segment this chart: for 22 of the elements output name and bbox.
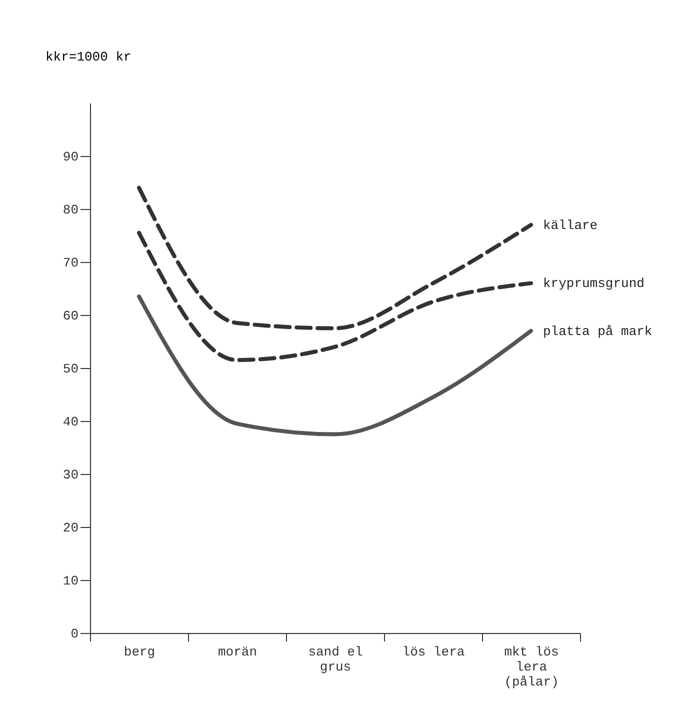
y-tick-label: 10 [62,574,78,588]
x-tick-label: mkt lös lera (pålar) [504,644,559,690]
y-tick-label: 40 [62,414,78,430]
y-tick-label: 60 [62,308,78,324]
series-label: kryprumsgrund [543,276,644,292]
y-tick-label: 80 [62,202,78,218]
series-label: platta på mark [543,324,652,339]
line-series [137,294,533,436]
y-tick-label: 50 [62,362,78,376]
y-tick-label: 30 [62,468,78,482]
y-tick-label: 70 [62,256,78,270]
x-tick-label: berg [124,644,156,660]
y-axis-title: kkr=1000 kr [46,50,132,64]
x-tick-label: morän [218,644,258,660]
x-tick-label: sand el grus [308,644,364,674]
x-tick-label: lös lera [402,644,465,660]
y-tick-label: 20 [62,520,78,536]
y-tick-label: 0 [70,626,78,642]
y-tick-label: 90 [62,150,78,164]
line-series [137,230,533,362]
line-series [137,186,533,330]
series-label: källare [543,218,598,233]
